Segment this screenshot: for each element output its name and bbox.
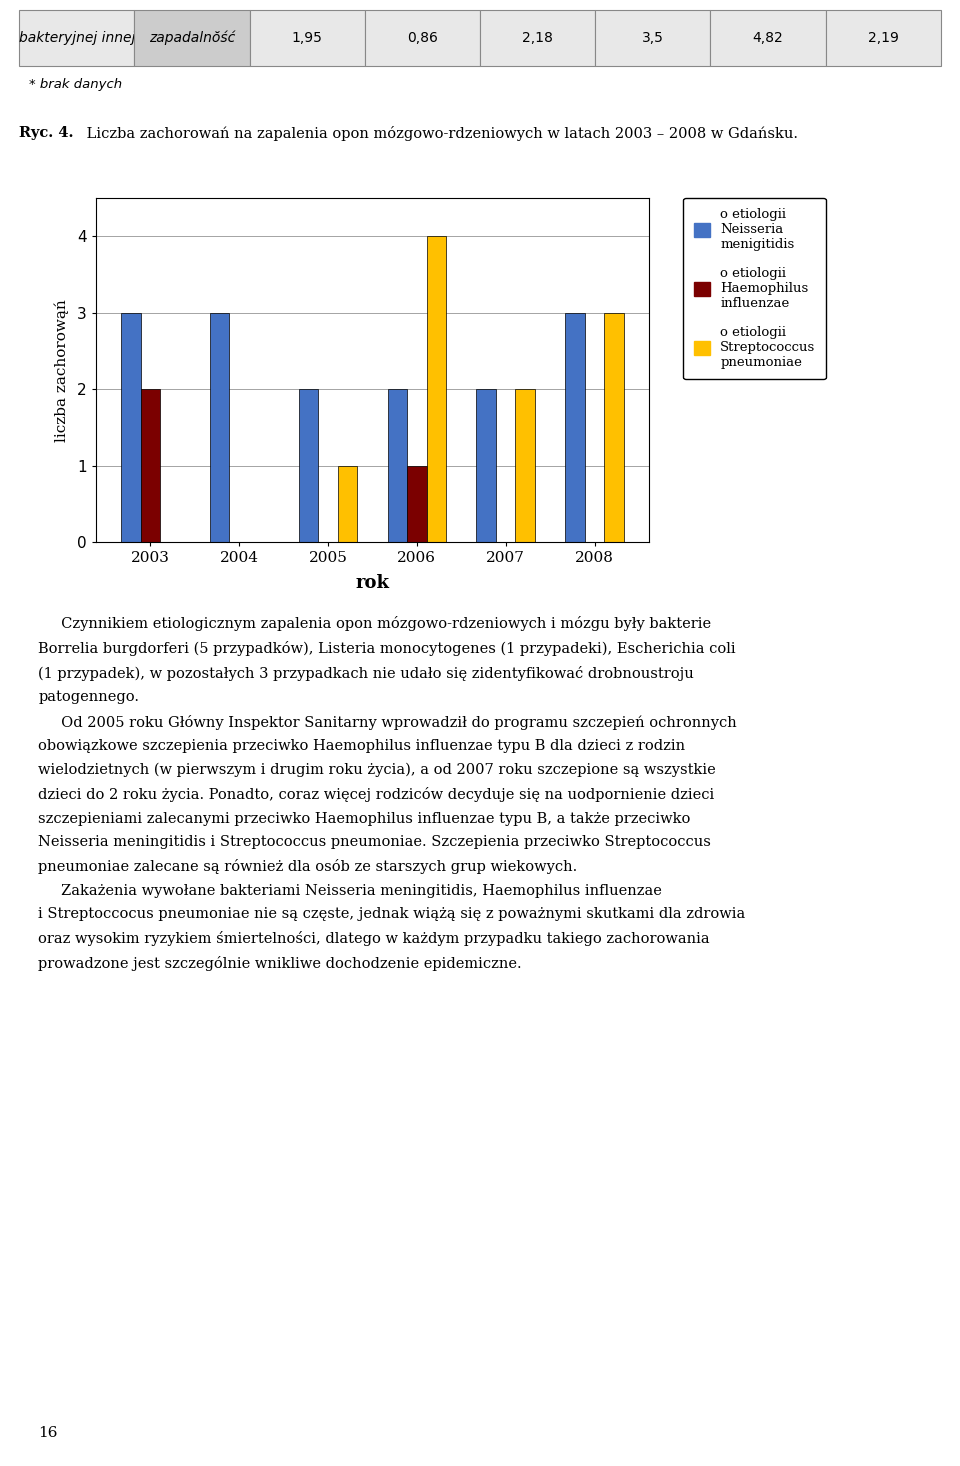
Bar: [476, 390, 496, 542]
Bar: [141, 390, 160, 542]
Bar: [407, 466, 426, 542]
Text: Ryc. 4.: Ryc. 4.: [19, 126, 74, 141]
X-axis label: rok: rok: [355, 573, 390, 592]
Bar: [604, 312, 624, 542]
Legend: o etiologii
Neisseria
menigitidis, o etiologii
Haemophilus
influenzae, o etiolog: o etiologii Neisseria menigitidis, o eti…: [684, 198, 826, 380]
Text: 16: 16: [38, 1426, 58, 1440]
Bar: [338, 466, 357, 542]
Bar: [516, 390, 535, 542]
Bar: [565, 312, 585, 542]
Bar: [121, 312, 141, 542]
Text: Liczba zachorowań na zapalenia opon mózgowo-rdzeniowych w latach 2003 – 2008 w G: Liczba zachorowań na zapalenia opon mózg…: [82, 126, 798, 141]
Bar: [299, 390, 319, 542]
Y-axis label: liczba zachorowąń: liczba zachorowąń: [55, 299, 69, 441]
Bar: [388, 390, 407, 542]
Text: Czynnikiem etiologicznym zapalenia opon mózgowo-rdzeniowych i mózgu były bakteri: Czynnikiem etiologicznym zapalenia opon …: [38, 616, 746, 972]
Bar: [210, 312, 229, 542]
Text: * brak danych: * brak danych: [29, 78, 122, 91]
Bar: [426, 236, 446, 542]
